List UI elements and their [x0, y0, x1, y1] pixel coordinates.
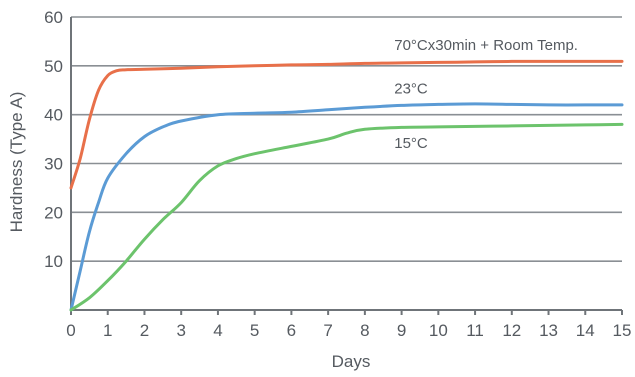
y-tick-label-50: 50: [44, 57, 63, 76]
series-label-70c-room-temp: 70°Cx30min + Room Temp.: [394, 37, 578, 54]
x-tick-label-10: 10: [429, 321, 448, 340]
x-axis-title: Days: [332, 352, 371, 371]
x-tick-label-5: 5: [250, 321, 259, 340]
series-line-70c-room-temp: [69, 59, 624, 190]
x-tick-label-0: 0: [66, 321, 75, 340]
series-lines: [69, 59, 624, 312]
x-tick-label-14: 14: [576, 321, 595, 340]
series-line-15c: [69, 122, 624, 312]
x-tick-label-2: 2: [140, 321, 149, 340]
x-tick-label-11: 11: [466, 321, 484, 340]
x-tick-label-6: 6: [287, 321, 296, 340]
series-line-23c: [69, 102, 624, 312]
x-tick-label-7: 7: [323, 321, 332, 340]
series-label-15c: 15°C: [394, 135, 428, 152]
y-tick-label-40: 40: [44, 106, 63, 125]
y-tick-label-30: 30: [44, 155, 63, 174]
x-tick-label-12: 12: [502, 321, 521, 340]
x-tick-label-8: 8: [360, 321, 369, 340]
y-tick-label-20: 20: [44, 203, 63, 222]
x-tick-label-1: 1: [103, 321, 112, 340]
y-tick-label-60: 60: [44, 8, 63, 27]
series-labels: 70°Cx30min + Room Temp. 23°C 15°C: [394, 37, 578, 152]
x-tick-label-15: 15: [613, 321, 632, 340]
x-tick-label-13: 13: [539, 321, 558, 340]
y-axis-title: Hardness (Type A): [7, 92, 26, 233]
gridlines: [71, 16, 622, 262]
x-tick-label-3: 3: [176, 321, 185, 340]
x-tick-label-4: 4: [213, 321, 222, 340]
x-tick-label-9: 9: [397, 321, 406, 340]
y-tick-label-10: 10: [44, 252, 63, 271]
series-label-23c: 23°C: [394, 81, 428, 98]
